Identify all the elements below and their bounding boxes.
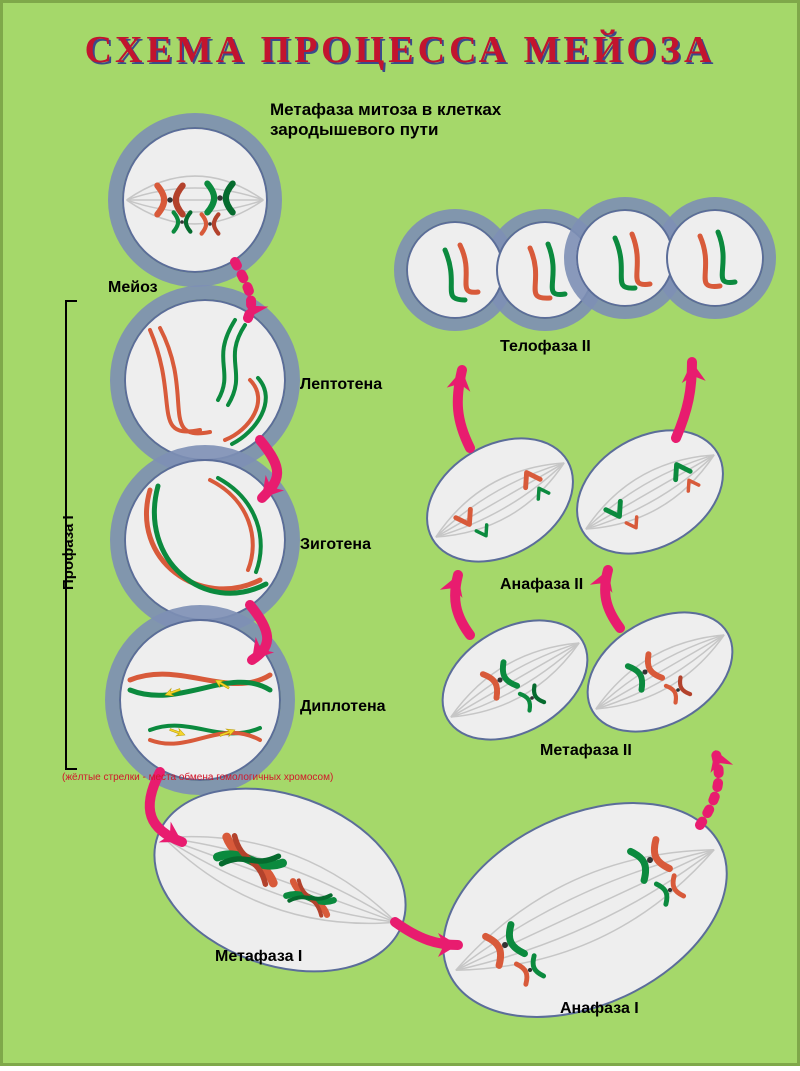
footnote-text: (жёлтые стрелки - места обмена гомологич…: [62, 772, 333, 783]
cell-mitosis-metaphase: [115, 120, 275, 280]
label-anaphase2: Анафаза II: [500, 576, 583, 594]
subtitle: Метафаза митоза в клетках зародышевого п…: [270, 100, 501, 139]
label-diplotene: Диплотена: [300, 698, 386, 716]
diagram-svg: [0, 0, 800, 1066]
label-metaphase1: Метафаза I: [215, 948, 302, 966]
label-zygotene: Зиготена: [300, 536, 371, 554]
label-meiosis: Мейоз: [108, 279, 158, 297]
cell-telophase2-b: [570, 203, 770, 313]
meiosis-poster: СХЕМА ПРОЦЕССА МЕЙОЗА Метафаза митоза в …: [0, 0, 800, 1066]
poster-title: СХЕМА ПРОЦЕССА МЕЙОЗА: [0, 28, 800, 72]
label-anaphase1: Анафаза I: [560, 1000, 639, 1018]
label-telophase2: Телофаза II: [500, 338, 591, 356]
cell-diplotene-cell: [112, 612, 288, 788]
prophase-label: Профаза I: [60, 515, 77, 590]
label-metaphase2: Метафаза II: [540, 742, 632, 760]
label-leptotene: Лептотена: [300, 376, 382, 394]
